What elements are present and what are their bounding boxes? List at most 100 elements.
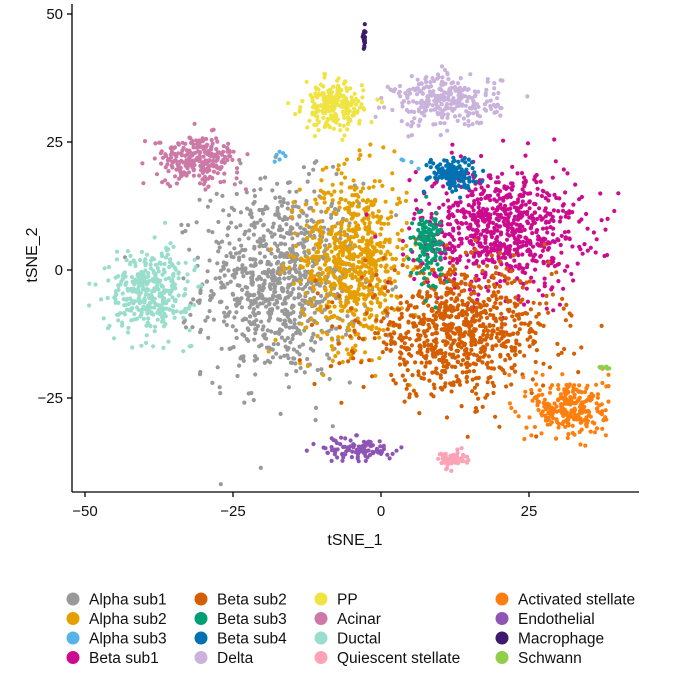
data-point — [309, 317, 314, 322]
data-point — [525, 94, 530, 99]
data-point — [357, 105, 362, 110]
data-point — [128, 253, 133, 258]
data-point — [565, 435, 570, 441]
data-point — [427, 222, 432, 227]
data-point — [286, 345, 291, 351]
data-point — [345, 246, 350, 251]
data-point — [141, 304, 146, 309]
data-point — [451, 214, 456, 219]
data-point — [447, 241, 452, 246]
data-point — [463, 282, 468, 287]
data-point — [382, 221, 387, 226]
data-point — [186, 170, 192, 175]
data-point — [151, 344, 156, 349]
data-point — [560, 208, 566, 213]
data-point — [131, 258, 136, 263]
data-point — [577, 416, 582, 421]
data-point — [552, 192, 557, 197]
data-point — [415, 265, 420, 270]
data-point — [563, 424, 568, 429]
data-point — [582, 399, 587, 404]
data-point — [340, 109, 345, 114]
data-point — [350, 291, 355, 296]
data-point — [336, 278, 341, 283]
data-point — [331, 126, 336, 131]
data-point — [542, 276, 547, 281]
data-point — [424, 194, 429, 199]
data-point — [106, 265, 111, 270]
data-point — [141, 181, 146, 186]
data-point — [481, 332, 486, 337]
data-point — [472, 199, 477, 204]
data-point — [205, 315, 210, 320]
data-point — [470, 377, 475, 382]
data-point — [351, 229, 356, 234]
data-point — [143, 268, 148, 273]
data-point — [534, 259, 539, 264]
data-point — [455, 260, 460, 265]
data-point — [549, 405, 554, 410]
data-point — [451, 164, 456, 169]
data-point — [599, 218, 604, 223]
data-point — [315, 307, 320, 312]
data-point — [345, 127, 350, 132]
data-point — [303, 202, 308, 207]
data-point — [394, 294, 399, 299]
data-point — [555, 341, 560, 346]
data-point — [359, 275, 364, 280]
data-point — [445, 102, 450, 107]
data-point — [281, 151, 286, 156]
data-point — [183, 325, 189, 330]
data-point — [546, 260, 551, 265]
data-point — [239, 266, 245, 271]
data-point — [282, 271, 287, 276]
data-point — [527, 252, 533, 257]
data-point — [518, 204, 523, 209]
data-point — [483, 272, 488, 277]
data-point — [568, 323, 573, 328]
data-point — [341, 267, 346, 272]
data-point — [449, 296, 454, 301]
data-point — [291, 243, 296, 248]
data-point — [421, 329, 427, 334]
series-beta-sub3 — [406, 194, 449, 310]
data-point — [427, 160, 432, 165]
data-point — [559, 350, 564, 355]
data-point — [246, 327, 251, 333]
data-point — [422, 343, 427, 348]
data-point — [242, 400, 247, 405]
data-point — [459, 404, 464, 409]
data-point — [155, 317, 160, 322]
data-point — [331, 84, 336, 89]
data-point — [159, 319, 165, 324]
data-point — [120, 320, 125, 325]
data-point — [121, 297, 126, 302]
data-point — [205, 169, 210, 174]
data-point — [388, 320, 393, 325]
data-point — [551, 218, 556, 223]
data-point — [140, 161, 145, 166]
data-point — [335, 315, 340, 320]
data-point — [453, 458, 458, 463]
data-point — [391, 89, 396, 94]
data-point — [114, 292, 119, 297]
data-point — [361, 384, 366, 390]
data-point — [444, 279, 449, 284]
data-point — [323, 123, 328, 128]
data-point — [474, 391, 479, 396]
data-point — [397, 200, 403, 205]
data-point — [467, 362, 472, 367]
data-point — [245, 206, 250, 211]
data-point — [288, 225, 294, 230]
data-point — [477, 318, 482, 323]
data-point — [171, 310, 176, 315]
data-point — [204, 136, 209, 142]
data-point — [118, 282, 123, 287]
data-point — [550, 214, 555, 219]
data-point — [534, 230, 539, 235]
data-point — [390, 187, 395, 192]
data-point — [179, 153, 184, 158]
data-point — [497, 424, 502, 429]
data-point — [325, 252, 330, 257]
data-point — [461, 459, 466, 464]
